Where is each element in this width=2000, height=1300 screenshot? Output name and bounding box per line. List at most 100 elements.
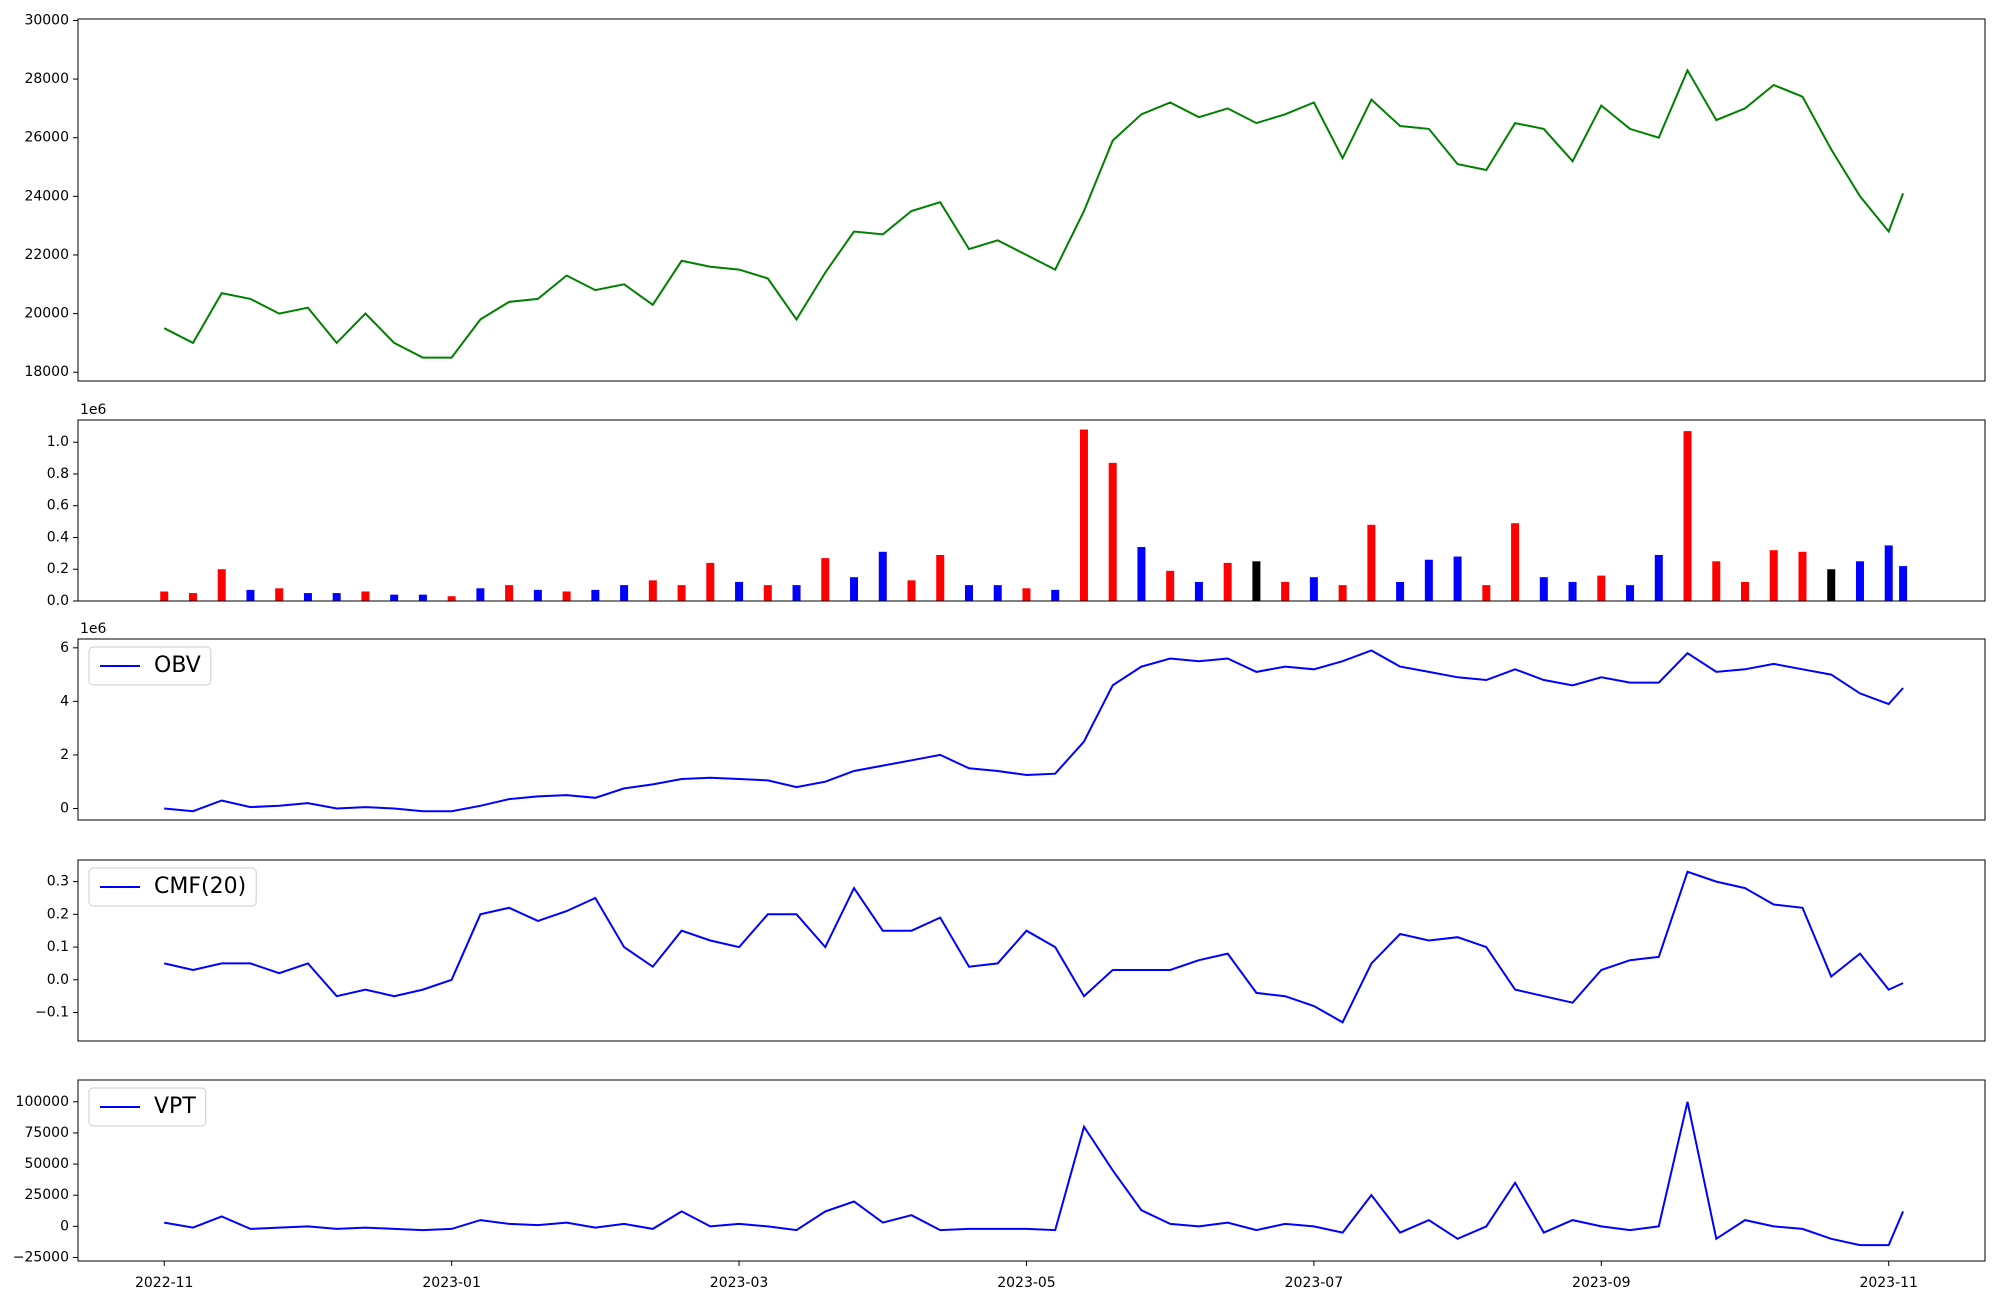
volume-bar	[418, 594, 427, 601]
y-tick-label: 0.8	[47, 466, 69, 482]
volume-bar	[850, 577, 859, 601]
plot-frame	[77, 638, 1986, 821]
volume-bar	[677, 585, 686, 601]
volume-bar	[332, 593, 341, 601]
volume-bar	[1769, 550, 1778, 601]
volume-bar	[1511, 523, 1520, 601]
y-tick-label: 0.3	[47, 874, 69, 890]
volume-bar	[1166, 570, 1175, 601]
x-tick-label: 2023-11	[1859, 1275, 1918, 1291]
y-tick-label: 1.0	[47, 434, 69, 450]
volume-bar	[476, 588, 485, 601]
volume-bar	[792, 585, 801, 601]
volume-bar	[1194, 581, 1203, 601]
volume-bar	[763, 585, 772, 601]
series-line	[163, 68, 1905, 359]
plot-frame	[77, 859, 1986, 1042]
volume-bar	[648, 580, 657, 601]
y-tick-label: 75000	[24, 1125, 69, 1141]
y-tick-label: 20000	[24, 306, 69, 322]
y-tick-label: 2	[60, 747, 69, 763]
volume-bar	[878, 551, 887, 601]
series-line	[163, 870, 1904, 1024]
y-tick-label: 18000	[24, 364, 69, 380]
volume-bar	[1798, 551, 1807, 601]
y-offset-label: 1e6	[80, 621, 107, 637]
volume-bar	[562, 591, 571, 601]
volume-bar	[1367, 524, 1376, 601]
y-tick-label: 0.2	[47, 906, 69, 922]
volume-bar	[993, 585, 1002, 601]
volume-bar	[1626, 585, 1635, 601]
legend-label: CMF(20)	[154, 874, 246, 899]
y-tick-label: 0	[60, 1218, 69, 1234]
volume-bar	[907, 580, 916, 601]
x-tick-label: 2023-03	[710, 1275, 769, 1291]
volume-bar	[1712, 561, 1721, 601]
volume-bar	[390, 594, 399, 601]
volume-bar	[1051, 589, 1060, 601]
plot-frame	[77, 1079, 1986, 1262]
volume-bar	[1899, 566, 1908, 601]
volume-bar	[1827, 569, 1836, 601]
volume-bar	[1424, 559, 1433, 601]
x-tick-label: 2023-01	[422, 1275, 481, 1291]
y-tick-label: 0	[60, 800, 69, 816]
y-tick-label: 28000	[24, 71, 69, 87]
y-tick-label: 6	[60, 640, 69, 656]
y-tick-label: −25000	[13, 1250, 69, 1266]
volume-bar	[1683, 431, 1692, 601]
volume-bar	[217, 569, 226, 601]
volume-bar	[1654, 554, 1663, 601]
y-tick-label: 0.2	[47, 561, 69, 577]
legend-box	[88, 867, 257, 907]
plot-frame	[77, 419, 1986, 602]
volume-bar	[246, 589, 255, 601]
y-tick-label: 0.0	[47, 593, 69, 609]
y-tick-label: 4	[60, 693, 69, 709]
volume-bar	[1338, 585, 1347, 601]
y-tick-label: 50000	[24, 1156, 69, 1172]
volume-bar	[188, 593, 197, 601]
legend-label: OBV	[154, 653, 201, 678]
legend-box	[88, 1087, 207, 1127]
volume-bar	[1482, 585, 1491, 601]
volume-bar	[1309, 577, 1318, 601]
y-offset-label: 1e6	[80, 402, 107, 418]
y-tick-label: 30000	[24, 12, 69, 28]
y-tick-label: 100000	[16, 1094, 69, 1110]
y-tick-label: 22000	[24, 247, 69, 263]
x-tick-label: 2023-05	[997, 1275, 1056, 1291]
volume-bar	[1252, 561, 1261, 601]
plot-frame	[77, 18, 1986, 382]
volume-bar	[275, 588, 284, 601]
volume-bar	[1108, 462, 1117, 601]
volume-bar	[821, 558, 830, 601]
volume-bar	[936, 554, 945, 601]
volume-bar	[1539, 577, 1548, 601]
volume-bar	[505, 585, 514, 601]
x-tick-label: 2023-07	[1285, 1275, 1344, 1291]
volume-bar	[1079, 429, 1088, 601]
volume-bar	[1855, 561, 1864, 601]
volume-bar	[1137, 547, 1146, 601]
y-tick-label: 25000	[24, 1187, 69, 1203]
y-tick-label: 0.1	[47, 939, 69, 955]
volume-bar	[1884, 545, 1893, 601]
y-tick-label: 24000	[24, 188, 69, 204]
volume-bar	[1597, 575, 1606, 601]
x-tick-label: 2023-09	[1572, 1275, 1631, 1291]
volume-bar	[1223, 562, 1232, 601]
volume-bar	[964, 585, 973, 601]
volume-bar	[303, 593, 312, 601]
y-tick-label: 26000	[24, 130, 69, 146]
volume-bar	[1022, 588, 1031, 601]
volume-bar	[533, 589, 542, 601]
volume-bar	[1281, 581, 1290, 601]
y-tick-label: 0.0	[47, 972, 69, 988]
volume-bar	[735, 581, 744, 601]
volume-bar	[1396, 581, 1405, 601]
volume-bar	[1741, 581, 1750, 601]
legend-box	[88, 646, 212, 686]
